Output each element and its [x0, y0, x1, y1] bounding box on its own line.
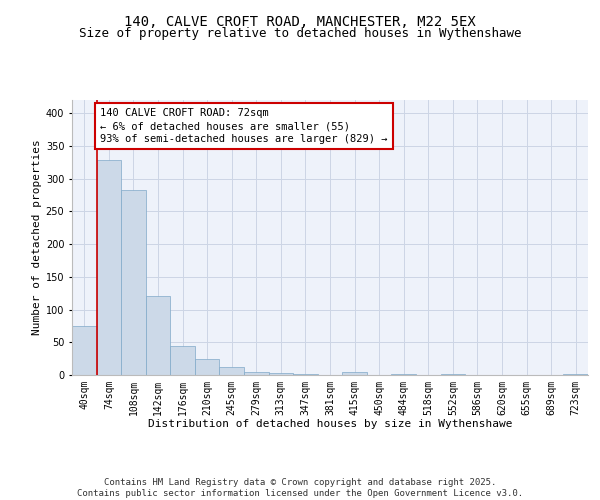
Y-axis label: Number of detached properties: Number of detached properties [32, 140, 41, 336]
Bar [563, 374, 588, 375]
X-axis label: Distribution of detached houses by size in Wythenshawe: Distribution of detached houses by size … [148, 420, 512, 430]
Text: 140, CALVE CROFT ROAD, MANCHESTER, M22 5EX: 140, CALVE CROFT ROAD, MANCHESTER, M22 5… [124, 15, 476, 29]
Bar [97, 160, 121, 375]
Bar [391, 374, 416, 375]
Bar [440, 374, 465, 375]
Bar [170, 346, 195, 375]
Bar [146, 296, 170, 375]
Bar [342, 372, 367, 375]
Bar [195, 360, 220, 375]
Text: Contains HM Land Registry data © Crown copyright and database right 2025.
Contai: Contains HM Land Registry data © Crown c… [77, 478, 523, 498]
Bar [220, 367, 244, 375]
Bar [269, 373, 293, 375]
Text: Size of property relative to detached houses in Wythenshawe: Size of property relative to detached ho… [79, 28, 521, 40]
Bar [121, 190, 146, 375]
Bar [244, 372, 269, 375]
Bar [293, 374, 318, 375]
Bar [72, 326, 97, 375]
Text: 140 CALVE CROFT ROAD: 72sqm
← 6% of detached houses are smaller (55)
93% of semi: 140 CALVE CROFT ROAD: 72sqm ← 6% of deta… [100, 108, 388, 144]
